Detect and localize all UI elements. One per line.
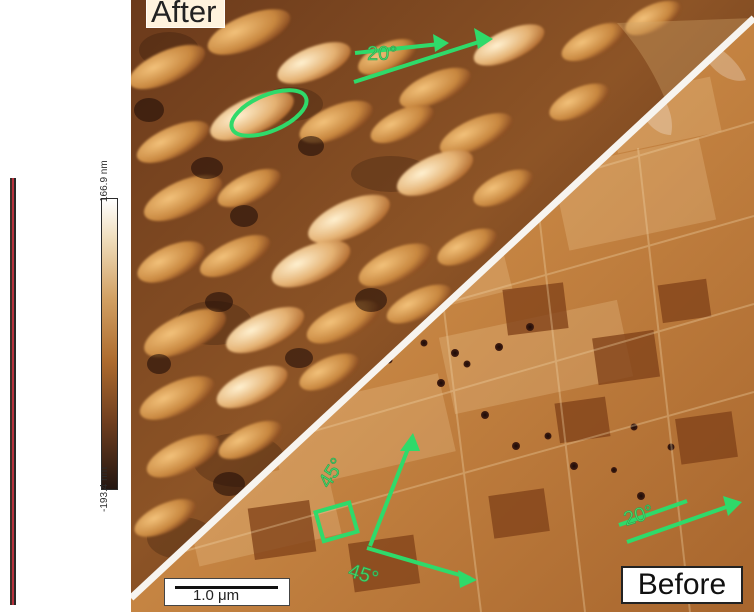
after-angle-label: 20° [367, 43, 397, 65]
afm-scan-svg: 20° 45° 45° 20° [131, 0, 754, 612]
before-label: Before [621, 566, 743, 604]
colorbar-bottom-label: -193.4 nm [99, 466, 110, 512]
colorbar-top-label: 166.9 nm [99, 160, 110, 202]
scale-bar-label: 1.0 μm [193, 587, 240, 604]
colorbar-gradient [101, 198, 118, 490]
scale-bar: 1.0 μm [164, 578, 290, 606]
after-label: After [146, 0, 226, 28]
diagonal-divider [131, 15, 754, 601]
height-colorbar: 166.9 nm -193.4 nm [96, 80, 136, 550]
afm-scan-image: 20° 45° 45° 20° [131, 0, 754, 612]
scale-bar-line [175, 586, 278, 589]
left-edge-strip [10, 178, 16, 605]
after-angle-annotation: 20° [229, 28, 493, 138]
